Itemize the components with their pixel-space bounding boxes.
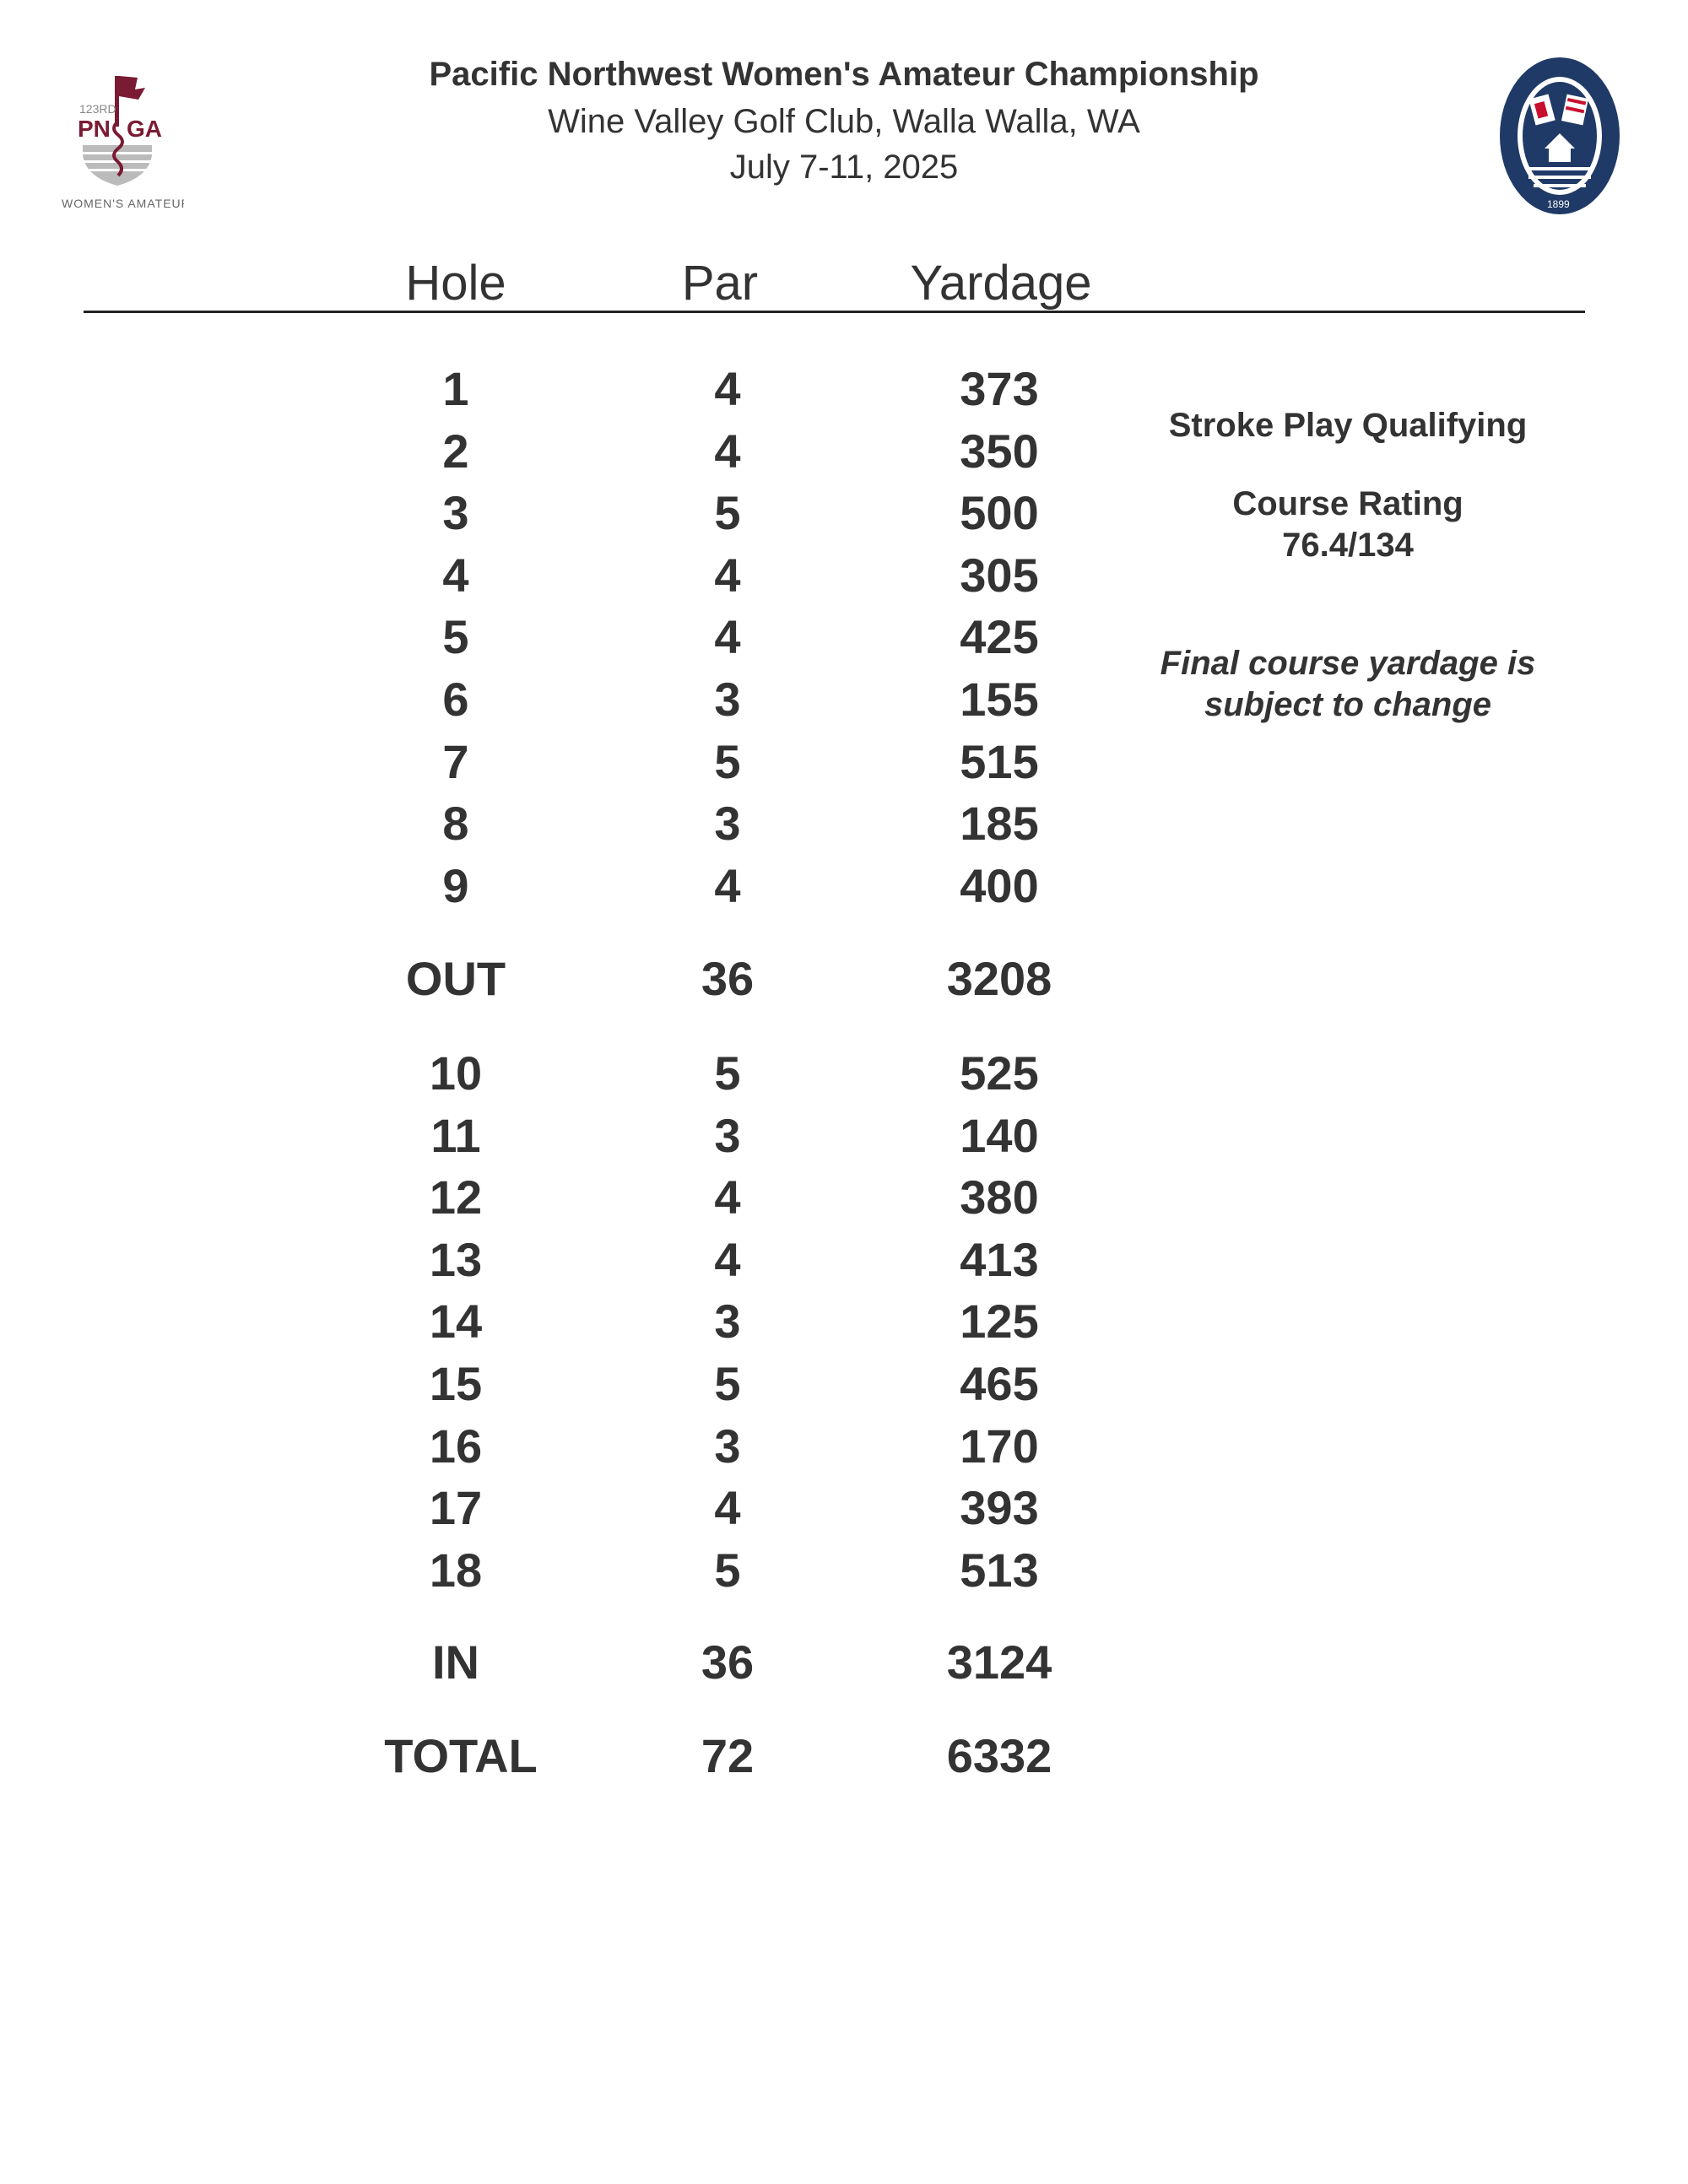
- svg-text:123RD: 123RD: [79, 102, 116, 116]
- par-cell: 4: [714, 1170, 741, 1224]
- yardage-cell: 185: [960, 797, 1039, 851]
- par-cell: 4: [714, 1481, 741, 1535]
- hole-cell: 11: [430, 1108, 481, 1162]
- hole-cell: 10: [429, 1046, 483, 1100]
- par-cell: 5: [714, 1046, 741, 1100]
- hole-cell: IN: [432, 1635, 479, 1689]
- yardage-cell: 500: [960, 486, 1039, 540]
- svg-text:1899: 1899: [1547, 198, 1570, 210]
- course-rating-value: 76.4/134: [1282, 527, 1414, 564]
- svg-text:GA: GA: [127, 116, 162, 142]
- par-cell: 5: [714, 734, 741, 788]
- par-cell: 3: [714, 797, 741, 851]
- hole-cell: 13: [429, 1232, 483, 1286]
- par-cell: 4: [714, 362, 741, 415]
- yardage-cell: 373: [960, 362, 1039, 415]
- pnga-association-seal: 1899: [1498, 56, 1621, 216]
- par-cell: 3: [714, 673, 741, 726]
- yardage-cell: 425: [960, 610, 1039, 664]
- header-divider: [84, 311, 1585, 313]
- venue: Wine Valley Golf Club, Walla Walla, WA: [548, 103, 1140, 140]
- yardage-cell: 515: [960, 734, 1039, 788]
- yardage-cell: 125: [960, 1295, 1039, 1349]
- event-dates: July 7-11, 2025: [729, 149, 959, 186]
- par-cell: 72: [701, 1729, 755, 1782]
- yardage-cell: 400: [960, 858, 1039, 912]
- column-header-yardage: Yardage: [910, 256, 1092, 311]
- svg-text:WOMEN'S AMATEUR: WOMEN'S AMATEUR: [62, 197, 184, 210]
- hole-cell: 14: [429, 1295, 483, 1349]
- hole-cell: OUT: [405, 952, 506, 1005]
- yardage-cell: 525: [960, 1046, 1039, 1100]
- par-cell: 36: [701, 952, 755, 1005]
- round-label: Stroke Play Qualifying: [1168, 407, 1528, 444]
- yardage-cell: 380: [960, 1170, 1039, 1224]
- hole-cell: 6: [442, 673, 469, 726]
- course-rating-label: Course Rating: [1232, 485, 1463, 522]
- yardage-cell: 513: [960, 1543, 1039, 1597]
- par-cell: 4: [714, 610, 741, 664]
- event-title: Pacific Northwest Women's Amateur Champi…: [429, 56, 1259, 93]
- yardage-cell: 393: [960, 1481, 1039, 1535]
- hole-cell: 15: [429, 1357, 483, 1410]
- par-cell: 4: [714, 548, 741, 602]
- yardage-cell: 6332: [946, 1729, 1052, 1782]
- pnwga-womens-amateur-logo: 123RD PN GA WOMEN'S AMATEUR: [57, 71, 190, 214]
- hole-cell: 17: [429, 1481, 483, 1535]
- column-header-par: Par: [681, 256, 759, 311]
- yardage-cell: 140: [960, 1108, 1039, 1162]
- par-cell: 5: [714, 1357, 741, 1410]
- par-cell: 4: [714, 1232, 741, 1286]
- par-cell: 5: [714, 1543, 741, 1597]
- par-cell: 36: [701, 1635, 755, 1689]
- yardage-cell: 3208: [946, 952, 1052, 1005]
- yardage-cell: 465: [960, 1357, 1039, 1410]
- hole-cell: 3: [442, 486, 469, 540]
- par-cell: 4: [714, 858, 741, 912]
- par-cell: 3: [714, 1295, 741, 1349]
- svg-text:PN: PN: [78, 116, 111, 142]
- par-cell: 4: [714, 424, 741, 478]
- hole-cell: TOTAL: [384, 1729, 538, 1782]
- yardage-note-line2: subject to change: [1204, 686, 1492, 723]
- yardage-cell: 350: [960, 424, 1039, 478]
- hole-cell: 12: [429, 1170, 483, 1224]
- hole-cell: 8: [442, 797, 469, 851]
- hole-cell: 7: [442, 734, 469, 788]
- hole-cell: 2: [442, 424, 469, 478]
- yardage-cell: 3124: [946, 1635, 1052, 1689]
- hole-cell: 4: [442, 548, 469, 602]
- yardage-cell: 305: [960, 548, 1039, 602]
- hole-cell: 5: [442, 610, 469, 664]
- column-header-hole: Hole: [405, 256, 506, 311]
- par-cell: 3: [714, 1419, 741, 1473]
- yardage-note-line1: Final course yardage is: [1160, 645, 1536, 682]
- hole-cell: 9: [442, 858, 469, 912]
- yardage-cell: 155: [960, 673, 1039, 726]
- yardage-cell: 413: [960, 1232, 1039, 1286]
- hole-cell: 16: [429, 1419, 483, 1473]
- par-cell: 3: [714, 1108, 741, 1162]
- par-cell: 5: [714, 486, 741, 540]
- hole-cell: 18: [429, 1543, 483, 1597]
- hole-cell: 1: [442, 362, 469, 415]
- yardage-cell: 170: [960, 1419, 1039, 1473]
